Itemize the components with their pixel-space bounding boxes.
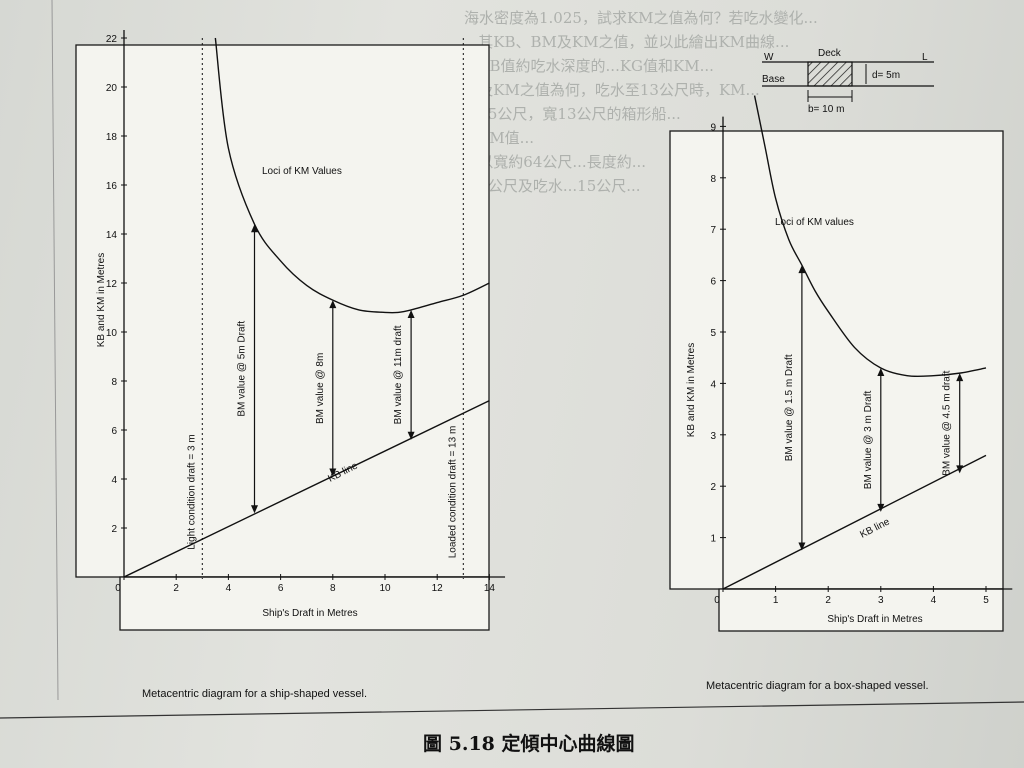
y-tick-label: 5 <box>710 328 716 339</box>
bm-arrow-head-up <box>407 309 415 318</box>
bm-value-label: BM value @ 8m <box>315 353 326 424</box>
y-tick-label: 1 <box>710 534 716 545</box>
y-tick-label: 7 <box>710 225 716 236</box>
inset-base-label: Base <box>762 74 785 85</box>
x-tick-label: 0 <box>714 595 720 606</box>
inset-l-label: L <box>922 52 928 63</box>
y-tick-label: 3 <box>710 431 716 442</box>
kb-line <box>722 454 987 590</box>
y-tick-label: 9 <box>710 122 716 133</box>
x-axis-label: Ship's Draft in Metres <box>262 608 357 619</box>
bm-arrow-head-down <box>251 505 258 514</box>
background-text-line: ...及KM之值為何，吃水至13公尺時，KM... <box>464 81 760 99</box>
x-tick-label: 8 <box>330 583 336 594</box>
x-tick-label: 14 <box>484 583 496 594</box>
y-tick-label: 2 <box>111 524 117 535</box>
inset-hull-section <box>807 61 853 87</box>
km-curve <box>214 37 490 314</box>
y-tick-label: 6 <box>710 277 716 288</box>
inset-depth-label: d= 5m <box>872 70 900 81</box>
bm-arrow-head-up <box>329 300 337 309</box>
x-tick-label: 10 <box>379 583 391 594</box>
x-tick-label: 4 <box>931 595 937 606</box>
background-text-line: ...以寬約64公尺...長度約... <box>464 153 647 171</box>
y-tick-label: 10 <box>106 328 118 339</box>
kb-line <box>123 399 490 578</box>
y-tick-label: 20 <box>106 83 118 94</box>
page-left-border <box>51 0 59 701</box>
y-tick-label: 12 <box>106 279 118 290</box>
bm-arrow-head-down <box>329 468 337 477</box>
box-section-inset: Deck W L Base d= 5m b= 10 m <box>762 48 934 115</box>
bm-arrow-head-up <box>798 265 806 274</box>
y-tick-label: 16 <box>106 181 118 192</box>
draft-condition-label: Loaded condition draft = 13 m <box>447 426 458 559</box>
left-frame-main <box>75 44 490 578</box>
x-tick-label: 12 <box>432 583 444 594</box>
x-tick-label: 6 <box>278 583 284 594</box>
y-tick-label: 8 <box>111 377 117 388</box>
bm-arrow-head-down <box>798 542 806 551</box>
background-text-line: ...其KB、BM及KM之值，並以此繪出KM曲線... <box>464 33 790 51</box>
y-tick-label: 4 <box>111 475 117 486</box>
bm-value-label: BM value @ 5m Draft <box>237 321 248 417</box>
x-tick-label: 4 <box>226 583 232 594</box>
background-text-line: ...5公尺及吃水...15公尺... <box>464 177 641 195</box>
draft-condition-label: Light condition draft = 3 m <box>186 434 197 549</box>
bm-arrow-head-up <box>956 373 964 382</box>
inset-w-label: W <box>764 52 774 63</box>
inset-breadth-label: b= 10 m <box>808 104 844 115</box>
bm-value-label: BM value @ 3 m Draft <box>863 390 874 489</box>
page-bottom-rule <box>0 701 1024 719</box>
right-chart-caption: Metacentric diagram for a box-shaped ves… <box>706 680 929 692</box>
background-text-line: 23.5公尺，寬13公尺的箱形船... <box>464 105 681 123</box>
left-chart-caption: Metacentric diagram for a ship-shaped ve… <box>142 688 367 700</box>
y-tick-label: 4 <box>710 379 716 390</box>
bm-value-label: BM value @ 1.5 m Draft <box>784 354 795 461</box>
x-tick-label: 2 <box>173 583 179 594</box>
bm-arrow-head-up <box>877 367 885 376</box>
bm-arrow-head-down <box>956 465 964 474</box>
bm-arrow-head-up <box>251 224 258 233</box>
background-text-line: ...KB值約吃水深度的...KG值和KM... <box>464 57 714 75</box>
x-axis-label: Ship's Draft in Metres <box>827 614 922 625</box>
inset-deck-label: Deck <box>818 48 842 59</box>
x-tick-label: 5 <box>983 595 989 606</box>
y-tick-label: 6 <box>111 426 117 437</box>
right-frame-main <box>669 130 1004 590</box>
km-curve-label: Loci of KM values <box>775 217 854 228</box>
y-tick-label: 8 <box>710 174 716 185</box>
bm-value-label: BM value @ 4.5 m draft <box>942 370 953 475</box>
ship-shaped-chart: 2 4 6 8 10 12 14 16 18 20 22 0 2 4 6 8 10 12 14 KB and KM i… <box>96 30 506 619</box>
km-curve <box>753 95 987 378</box>
y-tick-label: 14 <box>106 230 118 241</box>
x-tick-label: 1 <box>773 595 779 606</box>
km-curve-label: Loci of KM Values <box>262 166 342 177</box>
x-tick-label: 0 <box>115 583 121 594</box>
y-axis-label: KB and KM in Metres <box>96 253 107 347</box>
bm-value-label: BM value @ 11m draft <box>393 325 404 424</box>
y-tick-label: 18 <box>106 132 118 143</box>
x-tick-label: 3 <box>878 595 884 606</box>
bm-arrow-head-down <box>877 503 885 512</box>
background-text-line: 海水密度為1.025，試求KM之值為何？若吃水變化... <box>464 9 818 27</box>
bm-arrow-head-down <box>407 431 415 440</box>
y-tick-label: 2 <box>710 482 716 493</box>
y-tick-label: 22 <box>106 34 118 45</box>
y-axis-label: KB and KM in Metres <box>686 343 697 437</box>
box-shaped-chart: 1 2 3 4 5 6 7 8 9 0 1 2 3 4 5 KB and KM in Metres Ship's… <box>686 95 1013 625</box>
figure-caption: 圖 5.18 定傾中心曲線圖 <box>423 732 635 755</box>
x-tick-label: 2 <box>825 595 831 606</box>
